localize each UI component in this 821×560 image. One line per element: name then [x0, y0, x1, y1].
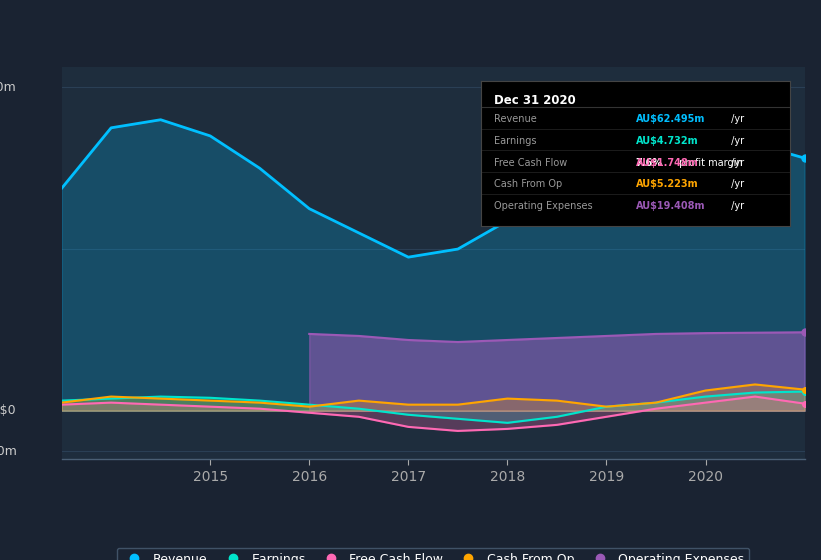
Text: Dec 31 2020: Dec 31 2020	[493, 94, 576, 107]
Text: AU$80m: AU$80m	[0, 81, 17, 94]
Text: 7.6%: 7.6%	[635, 157, 663, 167]
Text: /yr: /yr	[728, 114, 744, 124]
Text: /yr: /yr	[728, 201, 744, 211]
Text: Cash From Op: Cash From Op	[493, 179, 562, 189]
Text: AU$62.495m: AU$62.495m	[635, 114, 705, 124]
Text: AU$1.748m: AU$1.748m	[635, 157, 699, 167]
Text: Earnings: Earnings	[493, 136, 536, 146]
Text: Operating Expenses: Operating Expenses	[493, 201, 592, 211]
Text: AU$0: AU$0	[0, 404, 17, 417]
Text: Revenue: Revenue	[493, 114, 536, 124]
Text: /yr: /yr	[728, 157, 744, 167]
Text: /yr: /yr	[728, 179, 744, 189]
Legend: Revenue, Earnings, Free Cash Flow, Cash From Op, Operating Expenses: Revenue, Earnings, Free Cash Flow, Cash …	[117, 548, 750, 560]
Text: AU$19.408m: AU$19.408m	[635, 201, 705, 211]
Text: /yr: /yr	[728, 136, 744, 146]
Text: Free Cash Flow: Free Cash Flow	[493, 157, 567, 167]
Text: AU$5.223m: AU$5.223m	[635, 179, 698, 189]
Text: profit margin: profit margin	[676, 157, 742, 167]
Text: AU$4.732m: AU$4.732m	[635, 136, 698, 146]
Text: -AU$10m: -AU$10m	[0, 445, 17, 458]
